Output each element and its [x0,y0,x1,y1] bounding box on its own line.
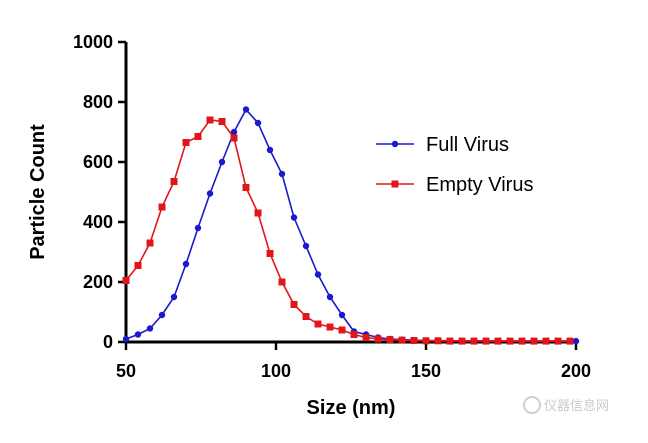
full-virus-point [158,311,166,319]
legend-full-virus-marker [391,140,399,148]
full-virus-point [290,214,298,221]
empty-virus-point [530,337,538,345]
series-layer [122,106,580,345]
empty-virus-point [446,337,454,345]
full-virus-point [266,146,274,154]
empty-virus-point [554,337,562,345]
full-virus-point [182,260,190,268]
full-virus-point [254,119,262,127]
empty-virus-point [338,326,346,334]
empty-virus-point [266,250,274,257]
x-tick-label: 100 [261,361,291,381]
empty-virus-point [170,178,178,185]
empty-virus-point [122,277,130,284]
empty-virus-point [290,301,298,308]
empty-virus-point [386,336,394,344]
y-tick-label: 1000 [73,32,113,52]
full-virus-point [230,128,238,136]
empty-virus-point [566,337,574,345]
empty-virus-point [314,320,322,328]
full-virus-point [206,190,214,197]
x-tick-label: 150 [411,361,441,381]
empty-virus-point [182,139,190,146]
x-tick-label: 200 [561,361,591,381]
full-virus-point [122,335,130,343]
full-virus-point [302,242,310,250]
empty-virus-point [218,118,226,125]
legend: Full Virus Empty Virus [376,134,533,196]
empty-virus-point [374,335,382,343]
empty-virus-point [470,337,478,345]
empty-virus-point [422,337,430,345]
watermark: 仪器信息网 [523,396,609,414]
legend-empty-virus-label: Empty Virus [426,174,533,196]
empty-virus-point [506,337,514,345]
empty-virus-point [494,337,502,345]
full-virus-point [170,293,178,301]
empty-virus-point [434,337,442,345]
full-virus-point [218,158,226,166]
empty-virus-point [230,134,238,142]
empty-virus-point [458,337,466,345]
full-virus-point [278,170,286,178]
empty-virus-point [278,278,286,286]
full-virus-point [146,325,154,332]
empty-virus-point [146,239,154,247]
empty-virus-point [410,337,418,344]
legend-empty-virus-marker [391,180,399,188]
empty-virus-point [518,337,526,345]
watermark-text: 仪器信息网 [544,398,609,414]
empty-virus-point [482,337,490,345]
x-axis-ticks: 50 100 150 200 [116,342,591,381]
y-axis-ticks: 0 200 400 600 800 1000 [73,32,126,352]
empty-virus-point [350,331,358,338]
full-virus-point [134,331,142,338]
plot-area: 50 100 150 200 0 200 400 600 800 1000 [73,32,591,381]
y-tick-label: 0 [103,332,113,352]
x-tick-label: 50 [116,361,136,381]
empty-virus-point [254,209,262,217]
legend-full-virus-label: Full Virus [426,134,509,156]
empty-virus-point [302,313,310,320]
empty-virus-point [206,116,214,124]
empty-virus-point [542,337,550,345]
y-tick-label: 600 [83,152,113,172]
x-axis-title: Size (nm) [307,397,396,419]
y-tick-label: 200 [83,272,113,292]
empty-virus-point [362,334,370,341]
empty-virus-point [326,323,334,331]
watermark-logo-icon [523,396,541,414]
y-tick-label: 400 [83,212,113,232]
y-tick-label: 800 [83,92,113,112]
full-virus-point [572,337,580,345]
full-virus-point [338,311,346,319]
empty-virus-point [158,203,166,211]
empty-virus-point [194,133,202,140]
y-axis-title: Particle Count [27,124,49,260]
empty-virus-point [134,262,142,269]
empty-virus-point [398,336,406,344]
full-virus-point [242,106,250,113]
empty-virus-point [242,184,250,191]
full-virus-point [314,271,322,278]
full-virus-point [326,293,334,301]
full-virus-point [194,224,202,232]
